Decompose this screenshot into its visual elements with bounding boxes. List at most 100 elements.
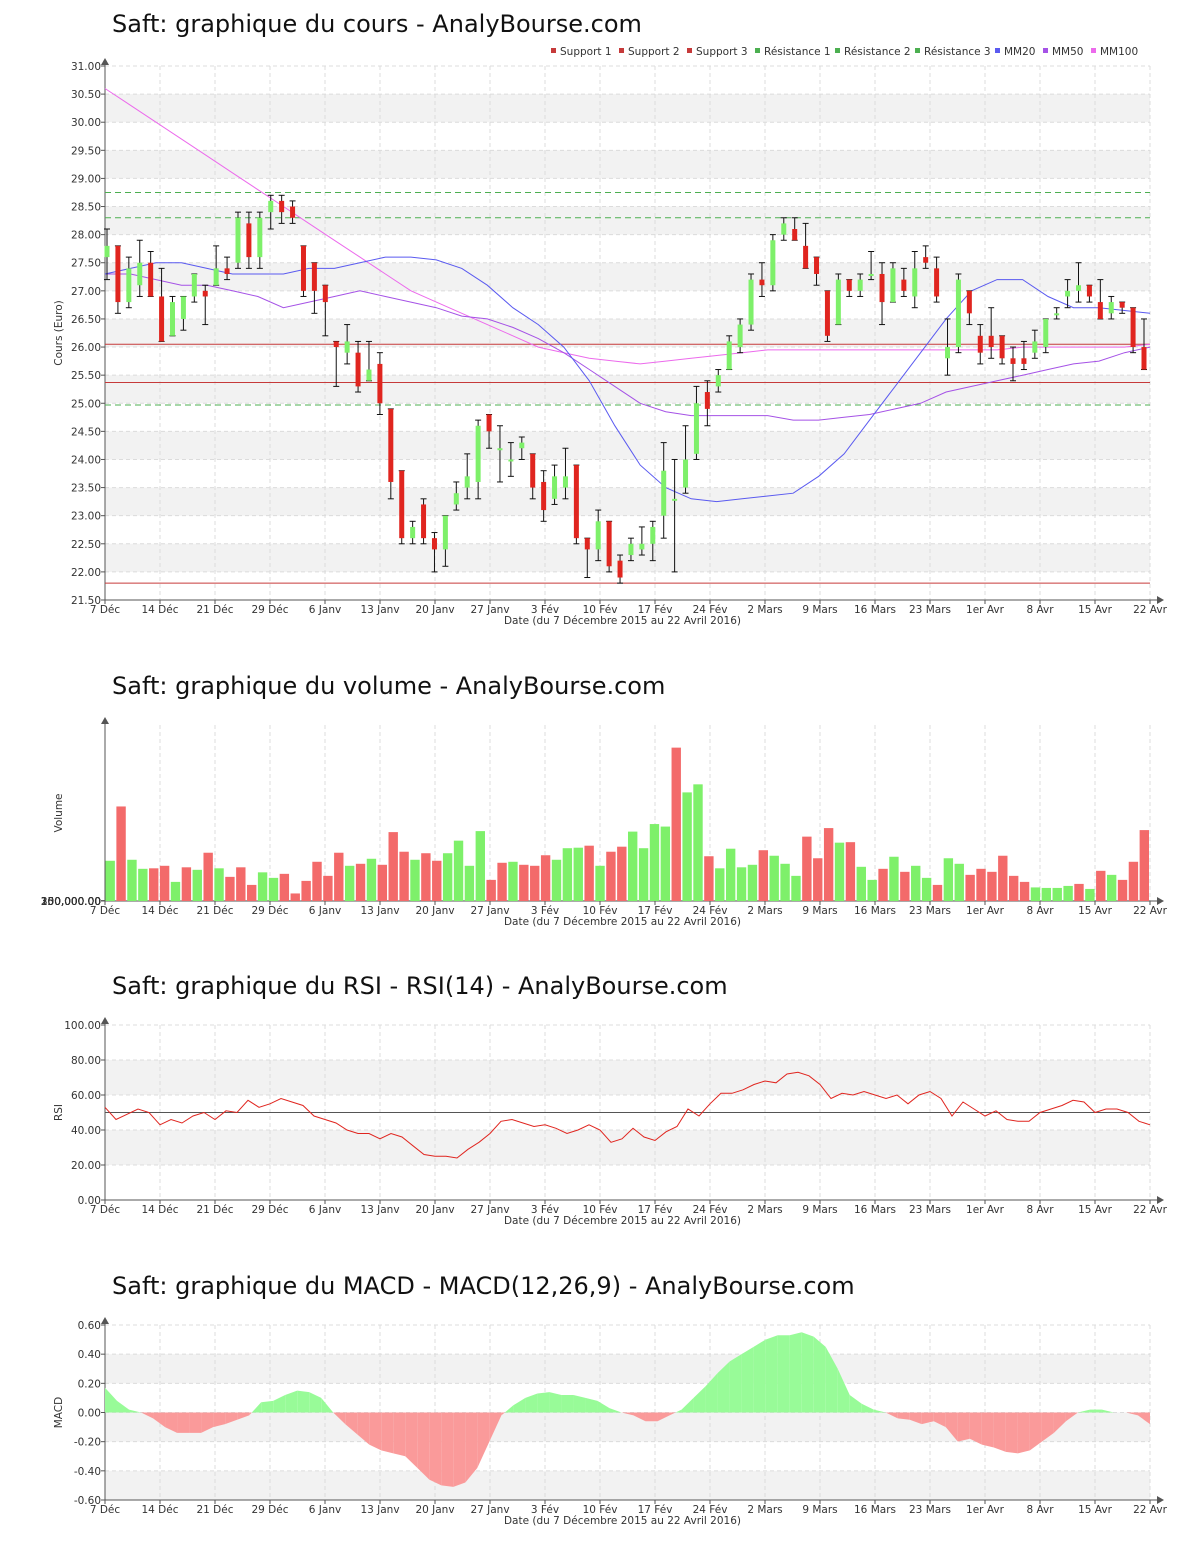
macd-area-segment — [429, 1412, 442, 1486]
volume-bar — [540, 855, 551, 901]
rsi-xtick-label: 14 Déc — [141, 1204, 178, 1216]
rsi-x-axis-arrow — [1157, 1196, 1164, 1204]
legend-label: Résistance 2 — [844, 46, 911, 58]
candle-body — [737, 324, 743, 348]
candle-body — [344, 341, 350, 353]
macd-area-segment — [837, 1368, 850, 1413]
price-ytick-label: 28.00 — [71, 230, 101, 242]
candle-body — [311, 262, 317, 291]
volume-bar — [301, 880, 311, 901]
price-grid-band — [105, 94, 1150, 123]
macd-ytick-label: 0.00 — [78, 1408, 101, 1420]
volume-bar — [954, 863, 964, 901]
candle-body — [966, 290, 972, 314]
volume-bar — [715, 868, 725, 901]
volume-bar — [682, 792, 692, 901]
macd-chart: 0.60 0.40 0.20 0.00 -0.20 -0.40 -0.607 Déc 14 D… — [53, 1317, 1168, 1527]
volume-bar — [758, 850, 769, 901]
volume-bar — [736, 867, 747, 901]
volume-xtick-label: 3 Fév — [531, 905, 559, 917]
candle-body — [857, 279, 863, 291]
volume-bar — [334, 852, 344, 901]
legend-label: MM20 — [1004, 46, 1035, 58]
candle-body — [748, 279, 754, 325]
volume-bar — [116, 806, 126, 901]
candle-body — [159, 296, 165, 342]
price-grid-band — [105, 318, 1150, 348]
candle-body — [257, 217, 263, 258]
volume-bar — [257, 872, 268, 901]
legend-label: Support 1 — [560, 46, 612, 58]
volume-bar — [290, 893, 300, 901]
candle-body — [1130, 307, 1136, 348]
macd-xtick-label: 23 Mars — [909, 1504, 951, 1516]
macd-xtick-label: 22 Avr — [1133, 1504, 1167, 1516]
price-ylabel: Cours (Euro) — [53, 300, 65, 366]
macd-area-segment — [153, 1412, 166, 1428]
macd-area-segment — [753, 1339, 766, 1413]
macd-area-segment — [909, 1412, 922, 1425]
candle-body — [562, 476, 568, 488]
candle-body — [617, 560, 623, 578]
macd-area-segment — [1017, 1412, 1030, 1454]
volume-xtick-label: 9 Mars — [802, 905, 837, 917]
candle-body — [464, 476, 470, 488]
volume-bar — [780, 863, 790, 901]
rsi-ytick-label: 80.00 — [71, 1055, 101, 1067]
price-grid-band — [105, 375, 1150, 404]
candle-body — [879, 273, 885, 303]
macd-area-segment — [1053, 1412, 1066, 1433]
rsi-xtick-label: 29 Déc — [251, 1204, 288, 1216]
rsi-xtick-label: 9 Mars — [802, 1204, 837, 1216]
rsi-xtick-label: 6 Janv — [309, 1204, 341, 1216]
price-xtick-label: 6 Janv — [309, 604, 341, 616]
volume-chart-title: Saft: graphique du volume - AnalyBourse.… — [112, 672, 666, 700]
macd-area-segment — [873, 1409, 886, 1413]
price-xtick-label: 1er Avr — [966, 604, 1005, 616]
volume-bar — [725, 848, 736, 901]
price-y-axis-arrow — [101, 58, 109, 65]
volume-bar — [388, 832, 398, 901]
macd-area-segment — [441, 1412, 454, 1487]
volume-bar — [834, 842, 845, 901]
candle-body — [486, 414, 492, 432]
legend-swatch — [687, 48, 692, 53]
volume-bar — [943, 858, 954, 901]
macd-area-segment — [1065, 1412, 1078, 1422]
mm50-line — [105, 273, 1151, 421]
price-xtick-label: 21 Déc — [196, 604, 233, 616]
price-ytick-label: 29.50 — [71, 145, 101, 157]
volume-bar — [1074, 883, 1084, 901]
macd-ytick-label: -0.60 — [74, 1495, 101, 1507]
volume-bar — [279, 873, 290, 901]
candle-body — [988, 335, 994, 348]
volume-bar — [497, 862, 507, 901]
candle-body — [104, 245, 110, 258]
candle-body — [399, 470, 405, 539]
macd-area-segment — [681, 1397, 694, 1413]
macd-area-segment — [525, 1393, 538, 1413]
candle-body — [584, 538, 590, 550]
macd-area-segment — [189, 1412, 202, 1433]
price-xtick-label: 15 Avr — [1078, 604, 1112, 616]
volume-bar — [867, 879, 877, 901]
rsi-chart-title: Saft: graphique du RSI - RSI(14) - Analy… — [112, 972, 728, 1000]
macd-area-segment — [645, 1412, 658, 1422]
macd-area-segment — [465, 1412, 478, 1483]
candle-body — [1065, 290, 1071, 297]
macd-xtick-label: 16 Mars — [854, 1504, 896, 1516]
volume-bar — [878, 868, 888, 901]
volume-bar — [236, 867, 246, 901]
volume-bar — [856, 866, 866, 901]
candle-body — [530, 453, 536, 488]
macd-area-segment — [393, 1412, 406, 1457]
price-ytick-label: 26.00 — [71, 342, 101, 354]
macd-area-segment — [789, 1332, 802, 1413]
volume-bar — [203, 852, 213, 901]
volume-bar — [551, 859, 562, 901]
macd-chart-title: Saft: graphique du MACD - MACD(12,26,9) … — [112, 1272, 855, 1300]
rsi-xtick-label: 22 Avr — [1133, 1204, 1167, 1216]
macd-xtick-label: 1er Avr — [966, 1504, 1005, 1516]
volume-xtick-label: 10 Fév — [583, 905, 618, 917]
macd-ytick-label: 0.20 — [78, 1378, 101, 1390]
